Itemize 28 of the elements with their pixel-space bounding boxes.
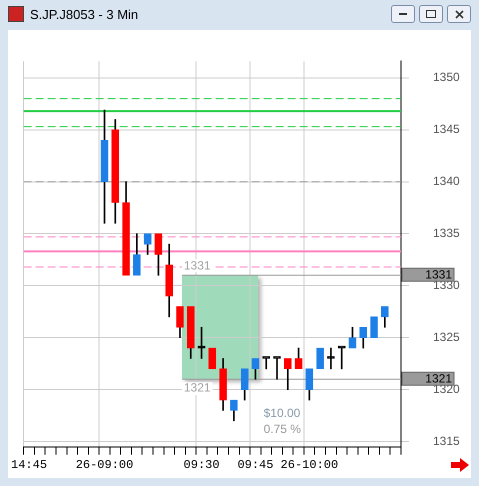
candlestick bbox=[294, 348, 302, 370]
candlestick bbox=[198, 326, 206, 359]
candlestick bbox=[316, 348, 324, 370]
y-tick-label: 1335 bbox=[433, 226, 460, 240]
x-tick-label: 26-09:00 bbox=[76, 458, 134, 472]
annotation: 0.75 % bbox=[264, 422, 301, 436]
x-tick-label: 09:30 bbox=[184, 458, 220, 472]
annotation: $10.00 bbox=[264, 406, 300, 420]
candlestick bbox=[208, 348, 216, 370]
y-tick-label: 1325 bbox=[433, 330, 460, 344]
ref-line-label: 1321 bbox=[425, 372, 452, 386]
y-tick-label: 1345 bbox=[433, 122, 460, 136]
x-tick-label: 09:45 bbox=[237, 458, 274, 472]
candlestick bbox=[122, 181, 130, 276]
annotation: 1321 bbox=[184, 380, 211, 395]
y-tick-label: 1340 bbox=[433, 174, 460, 188]
chart-title: S.JP.J8053 - 3 Min bbox=[30, 6, 138, 22]
annotation: 1331 bbox=[184, 258, 211, 273]
candlestick bbox=[348, 326, 356, 348]
x-tick-label: 26-10:00 bbox=[280, 458, 338, 472]
candlestick bbox=[100, 110, 108, 224]
candlestick bbox=[252, 358, 260, 380]
candlestick bbox=[176, 306, 184, 338]
candlestick bbox=[370, 316, 378, 338]
ref-line-label: 1331 bbox=[425, 268, 452, 282]
y-tick-label: 1315 bbox=[433, 434, 460, 448]
x-tick-label: 14:45 bbox=[11, 458, 48, 472]
y-tick-label: 1350 bbox=[433, 70, 460, 84]
